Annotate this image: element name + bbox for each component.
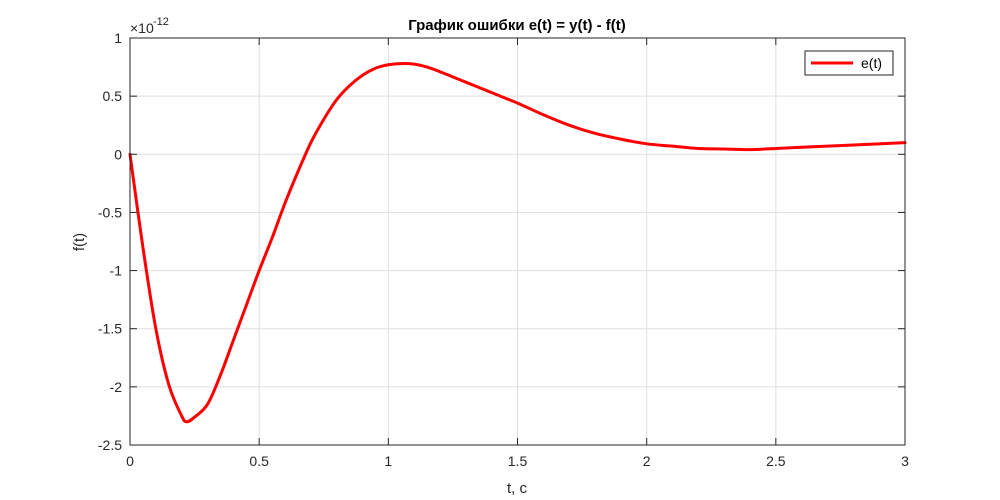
legend-label: e(t) <box>861 55 882 71</box>
y-tick-labels: 1 0.5 0 -0.5 -1 -1.5 -2 -2.5 <box>98 30 122 453</box>
y-tick-label: 1 <box>114 30 122 46</box>
x-tick-label: 2.5 <box>766 453 786 469</box>
y-tick-label: -2.5 <box>98 437 122 453</box>
y-multiplier-exponent: -12 <box>153 16 169 28</box>
chart-title: График ошибки e(t) = y(t) - f(t) <box>408 17 626 34</box>
series-line-e-t <box>128 62 907 424</box>
y-multiplier: ×10 -12 <box>130 16 169 36</box>
x-axis-label: t, c <box>507 480 528 497</box>
y-tick-label: 0 <box>114 146 122 162</box>
x-tick-label: 0.5 <box>249 453 269 469</box>
legend: e(t) <box>804 50 894 76</box>
y-multiplier-base: ×10 <box>130 20 154 36</box>
y-tick-label: -2 <box>110 379 123 395</box>
y-axis-label: f(t) <box>71 233 88 251</box>
y-tick-label: -0.5 <box>98 204 122 220</box>
x-tick-label: 1 <box>384 453 392 469</box>
y-tick-label: -1.5 <box>98 321 122 337</box>
x-tick-labels: 0 0.5 1 1.5 2 2.5 3 <box>126 453 909 469</box>
series-layer <box>128 62 907 424</box>
y-tick-label: -1 <box>110 263 123 279</box>
tick-marks <box>129 37 906 446</box>
x-tick-label: 2 <box>643 453 651 469</box>
y-tick-label: 0.5 <box>103 88 123 104</box>
x-tick-label: 3 <box>901 453 909 469</box>
x-tick-label: 0 <box>126 453 134 469</box>
x-tick-label: 1.5 <box>508 453 528 469</box>
